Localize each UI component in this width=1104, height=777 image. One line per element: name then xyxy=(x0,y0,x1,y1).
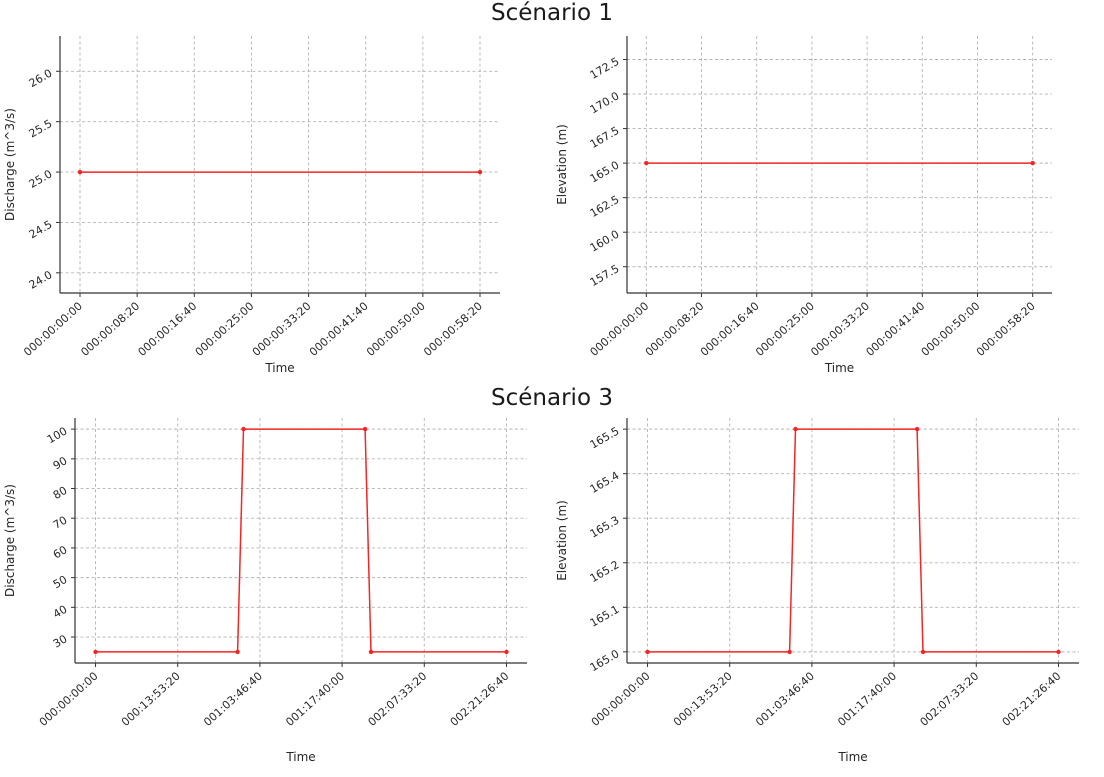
scenario3-discharge-chart: 000:00:00:00 000:13:53:20 001:03:46:40 001:… xyxy=(0,410,552,777)
y-tick-label: 100 xyxy=(45,424,70,446)
x-tick-label: 000:00:41:40 xyxy=(864,300,928,359)
data-point-marker xyxy=(793,426,798,432)
y-tick-label: 172.5 xyxy=(588,55,622,82)
y-tick-label: 60 xyxy=(51,543,70,561)
data-point-marker xyxy=(1030,160,1035,166)
y-tick-label: 165.5 xyxy=(588,424,622,451)
x-tick-label: 000:00:58:20 xyxy=(421,300,485,359)
x-tick-label: 000:00:25:00 xyxy=(753,300,817,359)
x-tick-label: 000:00:58:20 xyxy=(974,300,1038,359)
y-tick-label: 25.0 xyxy=(27,167,55,191)
x-tick-label: 000:00:08:20 xyxy=(78,300,142,359)
x-tick-label: 000:00:00:00 xyxy=(588,300,652,359)
x-axis-label: Time xyxy=(837,750,867,764)
data-point-marker xyxy=(241,426,246,432)
y-tick-label: 90 xyxy=(51,454,70,472)
x-tick-label: 000:00:16:40 xyxy=(698,300,762,359)
x-tick-label: 000:00:00:00 xyxy=(589,670,653,729)
x-tick-label: 000:00:08:20 xyxy=(643,300,707,359)
x-tick-label: 002:21:26:40 xyxy=(448,670,512,729)
data-point-marker xyxy=(362,426,368,432)
scenario-3-title: Scénario 3 xyxy=(491,385,613,411)
y-axis-label: Discharge (m^3/s) xyxy=(3,108,17,221)
x-tick-label: 001:17:40:00 xyxy=(283,670,347,729)
y-axis-label: Elevation (m) xyxy=(555,124,569,205)
y-tick-label: 165.3 xyxy=(588,514,622,541)
data-point-marker xyxy=(914,426,920,432)
y-tick-label: 160.0 xyxy=(588,228,622,255)
y-tick-label: 24.5 xyxy=(27,218,55,242)
data-point-marker xyxy=(1056,649,1061,655)
scenario-3-row: 000:00:00:00 000:13:53:20 001:03:46:40 001:… xyxy=(0,410,1104,777)
data-point-marker xyxy=(644,160,649,166)
y-tick-label: 165.1 xyxy=(588,603,622,630)
data-point-marker xyxy=(235,649,240,655)
x-axis-label: Time xyxy=(824,361,854,375)
x-tick-label: 000:00:33:20 xyxy=(250,300,314,359)
data-point-marker xyxy=(920,649,926,655)
data-point-marker xyxy=(504,649,509,655)
series-line xyxy=(647,428,1059,653)
scenario1-elevation-chart: 000:00:00:00000:00:08:20000:00:16:40000:… xyxy=(552,28,1104,388)
y-tick-label: 25.5 xyxy=(27,117,55,141)
x-tick-label: 000:00:41:40 xyxy=(307,300,371,359)
y-tick-label: 162.5 xyxy=(588,193,622,220)
x-axis-label: Time xyxy=(264,361,294,375)
y-axis-label: Elevation (m) xyxy=(555,500,569,581)
x-tick-label: 000:00:50:00 xyxy=(919,300,983,359)
y-tick-label: 30 xyxy=(51,632,70,650)
data-point-marker xyxy=(787,649,792,655)
x-tick-label: 000:00:33:20 xyxy=(808,300,872,359)
x-tick-label: 000:00:16:40 xyxy=(136,300,200,359)
data-point-marker xyxy=(477,169,483,175)
y-tick-label: 80 xyxy=(51,484,70,502)
y-tick-label: 165.2 xyxy=(588,558,622,585)
series-line xyxy=(95,428,507,653)
y-tick-label: 70 xyxy=(51,514,70,532)
y-tick-label: 40 xyxy=(51,603,70,621)
x-tick-label: 001:17:40:00 xyxy=(835,670,899,729)
y-tick-label: 165.4 xyxy=(588,469,622,496)
x-axis-label: Time xyxy=(285,750,315,764)
y-tick-label: 26.0 xyxy=(27,67,55,91)
data-point-marker xyxy=(368,649,374,655)
y-tick-label: 165.0 xyxy=(588,647,622,674)
data-point-marker xyxy=(645,649,650,655)
y-tick-label: 50 xyxy=(51,573,70,591)
x-tick-label: 002:21:26:40 xyxy=(1000,670,1064,729)
scenario-1-title: Scénario 1 xyxy=(491,0,613,26)
x-tick-label: 000:00:25:00 xyxy=(193,300,257,359)
y-tick-label: 24.0 xyxy=(27,268,55,292)
scenario-1-row: 000:00:00:00 000:00:08:20 000:00:16:40 000:… xyxy=(0,28,1104,388)
scenario3-elevation-chart: 000:00:00:00 000:13:53:20 001:03:46:40 001:… xyxy=(552,410,1104,777)
y-tick-label: 170.0 xyxy=(588,89,622,116)
x-tick-label: 002:07:33:20 xyxy=(366,670,430,729)
x-tick-label: 000:00:50:00 xyxy=(364,300,428,359)
data-point-marker xyxy=(93,649,98,655)
scenario1-discharge-chart: 000:00:00:00000:00:08:20000:00:16:40000:… xyxy=(0,28,552,388)
data-point-marker xyxy=(77,169,83,175)
y-tick-label: 167.5 xyxy=(588,124,622,151)
y-axis-label: Discharge (m^3/s) xyxy=(3,484,17,597)
x-tick-label: 001:03:46:40 xyxy=(201,670,265,729)
x-tick-label: 002:07:33:20 xyxy=(918,670,982,729)
y-tick-label: 165.0 xyxy=(588,158,622,185)
x-tick-label: 000:13:53:20 xyxy=(671,670,735,729)
y-tick-label: 157.5 xyxy=(588,262,622,289)
x-tick-label: 001:03:46:40 xyxy=(753,670,817,729)
x-tick-label: 000:00:00:00 xyxy=(37,670,101,729)
x-tick-label: 000:13:53:20 xyxy=(119,670,183,729)
x-tick-label: 000:00:00:00 xyxy=(21,300,85,359)
